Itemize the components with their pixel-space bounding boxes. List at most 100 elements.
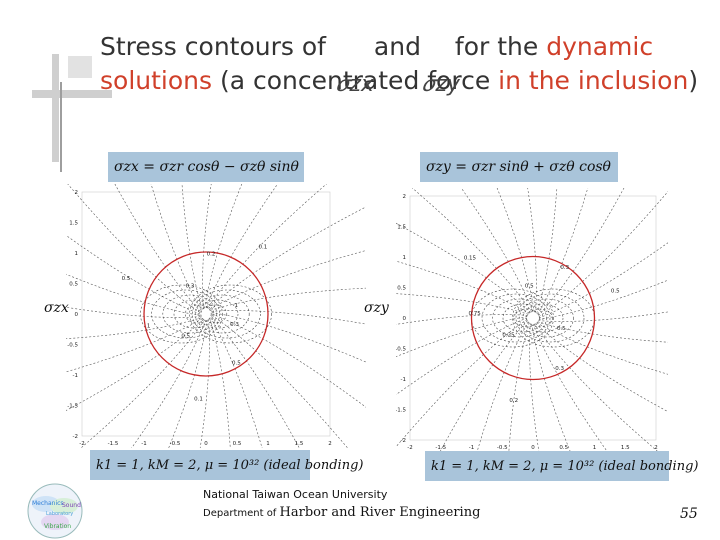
contour-value-label: 0.3 — [230, 322, 239, 328]
contour-value-label: 0.3 — [555, 366, 564, 372]
x-tick-label: -1.5 — [108, 441, 119, 447]
contour-value-label: 0.5 — [611, 289, 620, 295]
page-number: 55 — [680, 506, 698, 522]
contour-line — [536, 188, 558, 314]
footer-university: National Taiwan Ocean University — [203, 488, 388, 501]
contour-value-label: 0.1 — [258, 244, 267, 250]
lab-logo: Mechanics Vibration Sound Laboratory — [27, 483, 83, 539]
contour-lobe — [522, 303, 564, 333]
contour-line — [199, 319, 210, 448]
plot-frame — [409, 195, 657, 441]
contour-line — [66, 234, 201, 315]
contour-value-label: 0.25 — [502, 333, 515, 339]
y-tick-label: -1 — [73, 373, 78, 379]
x-tick-label: 1 — [266, 441, 270, 447]
x-tick-label: 1.5 — [621, 445, 630, 451]
title-part-highlight: in the inclusion — [498, 66, 689, 95]
contour-value-label: 0.5 — [557, 326, 566, 332]
contour-line — [150, 184, 202, 311]
x-tick-label: 2 — [654, 445, 658, 451]
inclusion-boundary — [470, 255, 596, 381]
y-tick-label: 0 — [75, 312, 79, 318]
contour-line — [211, 310, 366, 325]
footer-department: Department of Harbor and River Engineeri… — [203, 505, 480, 520]
y-tick-label: 2 — [75, 190, 79, 196]
params-left: k1 = 1, kM = 2, μ = 10³² (ideal bonding) — [96, 457, 364, 473]
contour-line — [538, 191, 668, 317]
title-part: for the — [446, 32, 547, 61]
contour-line — [211, 315, 348, 448]
contour-line — [529, 323, 540, 452]
contour-line — [80, 319, 205, 448]
y-tick-label: -1.5 — [67, 404, 78, 410]
contour-line — [66, 273, 201, 316]
footer-dept-name: Harbor and River Engineering — [279, 505, 481, 520]
x-tick-label: -0.5 — [170, 441, 181, 447]
plot-frame — [81, 191, 331, 437]
y-tick-label: 1.5 — [397, 225, 406, 231]
y-tick-label: 1 — [403, 255, 407, 261]
contour-lines — [396, 188, 668, 452]
contour-line — [67, 184, 201, 313]
x-tick-label: 1.5 — [295, 441, 304, 447]
contour-line — [508, 322, 530, 452]
contour-lobe — [197, 299, 239, 329]
logo-word: Vibration — [44, 523, 71, 530]
x-tick-label: -1 — [469, 445, 474, 451]
inclusion-boundary — [143, 251, 269, 377]
contour-line — [537, 321, 668, 343]
contour-line — [66, 319, 204, 411]
decorative-line — [60, 82, 62, 172]
y-tick-label: -2 — [73, 434, 78, 440]
logo-word: Mechanics — [32, 500, 64, 507]
title-part: and — [373, 32, 421, 61]
title-part-highlight: solutions — [100, 66, 213, 95]
contour-line — [66, 306, 201, 318]
contour-lines — [66, 184, 366, 448]
contour-line — [211, 312, 366, 363]
contour-line — [411, 188, 532, 313]
contour-lobe — [492, 298, 547, 338]
x-tick-label: -2 — [79, 441, 84, 447]
title-part: ) — [688, 66, 699, 95]
decorative-bar-vertical — [52, 54, 59, 162]
contour-value-label: 0.3 — [186, 283, 195, 289]
contour-value-label: 0.5 — [181, 333, 190, 339]
equation-box-left: σzx = σzr cosθ − σzθ sinθ — [108, 152, 304, 182]
contour-line — [538, 188, 625, 316]
contour-lobe — [519, 298, 574, 338]
contour-value-label: 0.15 — [464, 255, 477, 261]
contour-value-label: 0.5 — [122, 276, 131, 282]
contour-line — [534, 323, 659, 452]
params-right: k1 = 1, kM = 2, μ = 10³² (ideal bonding) — [431, 458, 699, 474]
contour-lobe — [162, 294, 218, 334]
x-tick-label: -1 — [141, 441, 146, 447]
contour-line — [536, 322, 668, 375]
y-axis-label-right: σzy — [364, 300, 389, 316]
contour-line — [527, 188, 537, 313]
contour-lobe — [471, 288, 554, 348]
x-tick-label: -2 — [407, 445, 412, 451]
contour-line — [66, 317, 202, 339]
title-part-highlight: dynamic — [546, 32, 654, 61]
contour-line — [209, 250, 366, 310]
contour-value-label: 1 — [147, 323, 151, 329]
title-part: Stress contours of — [100, 32, 334, 61]
contour-lobe — [140, 284, 223, 344]
y-tick-label: -0.5 — [396, 347, 406, 353]
slide-title: Stress contours of and for the dynamic s… — [100, 30, 700, 98]
contour-lobe — [481, 293, 551, 343]
contour-line — [496, 188, 535, 313]
contour-lobe — [502, 303, 544, 333]
contour-line — [531, 323, 571, 452]
contour-line — [396, 314, 528, 325]
contour-lobe — [151, 289, 220, 339]
contour-lobe — [513, 308, 540, 328]
contour-line — [205, 184, 278, 309]
contour-line — [208, 206, 366, 309]
contour-line — [114, 184, 201, 312]
contour-line — [538, 242, 668, 319]
y-tick-label: 0.5 — [69, 282, 78, 288]
contour-plot-right: 2 1.5 1 0.5 0 -0.5 -1 -1.5 -2-2 -1.5 -1 -0.5 0 0.5 1 1.… — [396, 188, 668, 452]
contour-line — [532, 323, 608, 452]
